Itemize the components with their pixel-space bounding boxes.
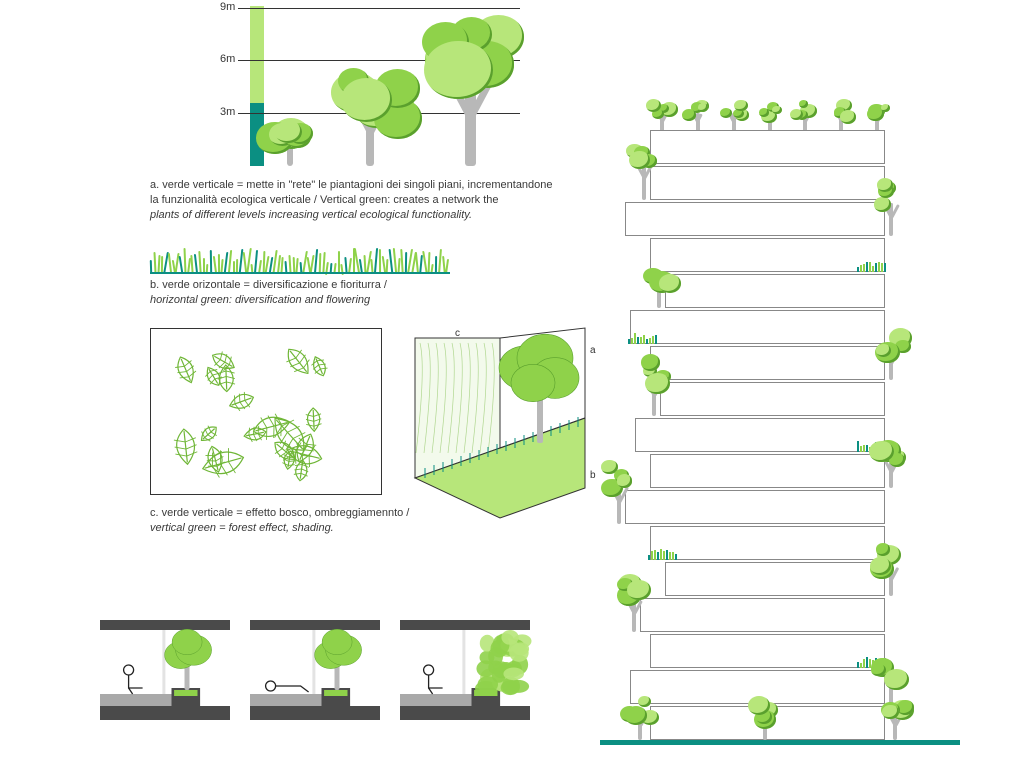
tree-icon: [828, 98, 854, 132]
caption-b-l2: horizontal green: diversification and fl…: [150, 294, 370, 306]
tower-floor: [650, 526, 885, 560]
tree-icon: [871, 541, 911, 596]
tree-icon: [871, 438, 911, 488]
svg-text:b: b: [590, 470, 596, 481]
tree-icon: [871, 176, 911, 236]
tower-floor: [650, 166, 885, 200]
tree-icon: [685, 98, 711, 132]
scale-label: 3m: [220, 106, 235, 118]
caption-c: c. verde verticale = effetto bosco, ombr…: [150, 506, 550, 536]
grass-baseline: [150, 272, 450, 274]
tower-floor: [650, 634, 885, 668]
tower-floor: [625, 202, 885, 236]
caption-c-l1: c. verde verticale = effetto bosco, ombr…: [150, 507, 409, 519]
tree-icon: [634, 351, 674, 416]
balcony-grass: [857, 262, 887, 272]
balcony-section: [250, 620, 380, 720]
tower-floor: [635, 418, 885, 452]
tree-icon: [877, 695, 913, 740]
grass-strip: [150, 246, 450, 274]
tree-icon: [622, 695, 658, 740]
ground-line: [600, 740, 960, 745]
tree-icon: [871, 325, 911, 380]
balcony-grass: [648, 550, 678, 560]
tree-icon: [864, 98, 890, 132]
tree-icon: [599, 454, 639, 524]
tree-icon: [792, 98, 818, 132]
tower-floor: [665, 562, 885, 596]
tree-icon: [639, 258, 679, 308]
tower-floor: [660, 382, 885, 416]
iso-diagram: a b c: [405, 328, 605, 518]
tree-icon: [614, 572, 654, 632]
balcony-section: [100, 620, 230, 720]
caption-b: b. verde orizontale = diversificazione e…: [150, 278, 550, 308]
balcony-grass: [628, 334, 658, 344]
caption-a-l2: la funzionalità ecologica verticale / Ve…: [150, 194, 499, 206]
scale-bar-light: [250, 6, 264, 103]
tower-floor: [650, 346, 885, 380]
caption-a-l1: a. verde verticale = mette in "rete" le …: [150, 179, 553, 191]
caption-a: a. verde verticale = mette in "rete" le …: [150, 178, 600, 223]
leaf-pattern-box: [150, 328, 382, 495]
svg-text:c: c: [455, 328, 460, 339]
tree-icon: [649, 98, 675, 132]
tower-floor: [650, 238, 885, 272]
caption-a-l3: plants of different levels increasing ve…: [150, 209, 472, 221]
tower-floor: [665, 274, 885, 308]
tree-icon: [747, 695, 783, 740]
tree-icon: [721, 98, 747, 132]
tower-floor: [640, 598, 885, 632]
scale-label: 6m: [220, 53, 235, 65]
balcony-section: [400, 620, 530, 720]
tower-floor: [625, 490, 885, 524]
caption-b-l1: b. verde orizontale = diversificazione e…: [150, 279, 387, 291]
tree-icon: [757, 98, 783, 132]
tower-floor: [630, 310, 885, 344]
tree-icon: [260, 116, 320, 166]
tower-floor: [650, 130, 885, 164]
scale-label: 9m: [220, 1, 235, 13]
tower-floor: [650, 454, 885, 488]
caption-c-l2: vertical green = forest effect, shading.: [150, 522, 334, 534]
tree-icon: [330, 61, 410, 166]
tree-icon: [624, 130, 664, 200]
svg-text:a: a: [590, 345, 596, 356]
tree-icon: [415, 6, 525, 166]
